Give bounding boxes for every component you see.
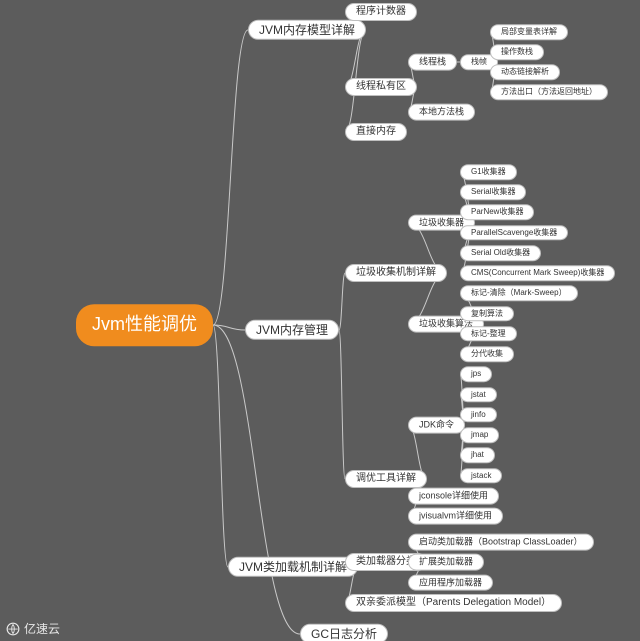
mindmap-node[interactable]: 扩展类加载器 <box>408 554 484 571</box>
watermark: 亿速云 <box>6 620 60 637</box>
mindmap-node[interactable]: 局部变量表详解 <box>490 24 568 40</box>
mindmap-node[interactable]: jstat <box>460 387 497 403</box>
mindmap-node[interactable]: jps <box>460 367 492 383</box>
mindmap-node[interactable]: JDK命令 <box>408 417 465 434</box>
mindmap-node[interactable]: ParallelScavenge收集器 <box>460 225 568 241</box>
mindmap-node[interactable]: Serial Old收集器 <box>460 245 541 261</box>
mindmap-node[interactable]: 直接内存 <box>345 123 407 141</box>
mindmap-node[interactable]: 动态链接解析 <box>490 64 560 80</box>
mindmap-node[interactable]: jstack <box>460 468 502 484</box>
mindmap-node[interactable]: 线程私有区 <box>345 78 417 96</box>
mindmap-node[interactable]: JVM类加载机制详解 <box>228 557 358 577</box>
mindmap-node[interactable]: 操作数栈 <box>490 44 544 60</box>
mindmap-node[interactable]: jinfo <box>460 407 497 423</box>
mindmap-node[interactable]: 调优工具详解 <box>345 470 427 488</box>
mindmap-node[interactable]: GC日志分析 <box>300 624 388 641</box>
mindmap-node[interactable]: 本地方法栈 <box>408 104 475 121</box>
mindmap-node[interactable]: 启动类加载器（Bootstrap ClassLoader） <box>408 534 594 551</box>
mindmap-node[interactable]: 应用程序加载器 <box>408 574 493 591</box>
watermark-icon <box>6 622 20 636</box>
mindmap-node[interactable]: jvisualvm详细使用 <box>408 508 503 525</box>
mindmap-node[interactable]: 程序计数器 <box>345 3 417 21</box>
mindmap-node[interactable]: 方法出口（方法返回地址） <box>490 84 608 100</box>
mindmap-node[interactable]: 复制算法 <box>460 306 514 322</box>
mindmap-node[interactable]: G1收集器 <box>460 164 517 180</box>
mindmap-node[interactable]: JVM内存管理 <box>245 320 339 340</box>
mindmap-node[interactable]: 分代收集 <box>460 346 514 362</box>
mindmap-node[interactable]: 双亲委派模型（Parents Delegation Model） <box>345 594 562 612</box>
watermark-text: 亿速云 <box>24 620 60 637</box>
mindmap-node[interactable]: 线程栈 <box>408 54 457 71</box>
mindmap-node[interactable]: jmap <box>460 427 499 443</box>
mindmap-node[interactable]: ParNew收集器 <box>460 205 534 221</box>
mindmap-node[interactable]: jconsole详细使用 <box>408 487 499 504</box>
mindmap-node[interactable]: Serial收集器 <box>460 184 526 200</box>
mindmap-node[interactable]: CMS(Concurrent Mark Sweep)收集器 <box>460 265 615 281</box>
mindmap-canvas: 亿速云 Jvm性能调优JVM内存模型详解程序计数器线程私有区线程栈栈帧局部变量表… <box>0 0 640 641</box>
mindmap-node[interactable]: JVM内存模型详解 <box>248 20 366 40</box>
mindmap-node[interactable]: jhat <box>460 447 495 463</box>
mindmap-node[interactable]: 标记-整理 <box>460 326 517 342</box>
mindmap-node[interactable]: 标记-清除（Mark-Sweep） <box>460 286 578 302</box>
mindmap-node[interactable]: 垃圾收集机制详解 <box>345 264 447 282</box>
mindmap-node[interactable]: Jvm性能调优 <box>76 304 213 346</box>
